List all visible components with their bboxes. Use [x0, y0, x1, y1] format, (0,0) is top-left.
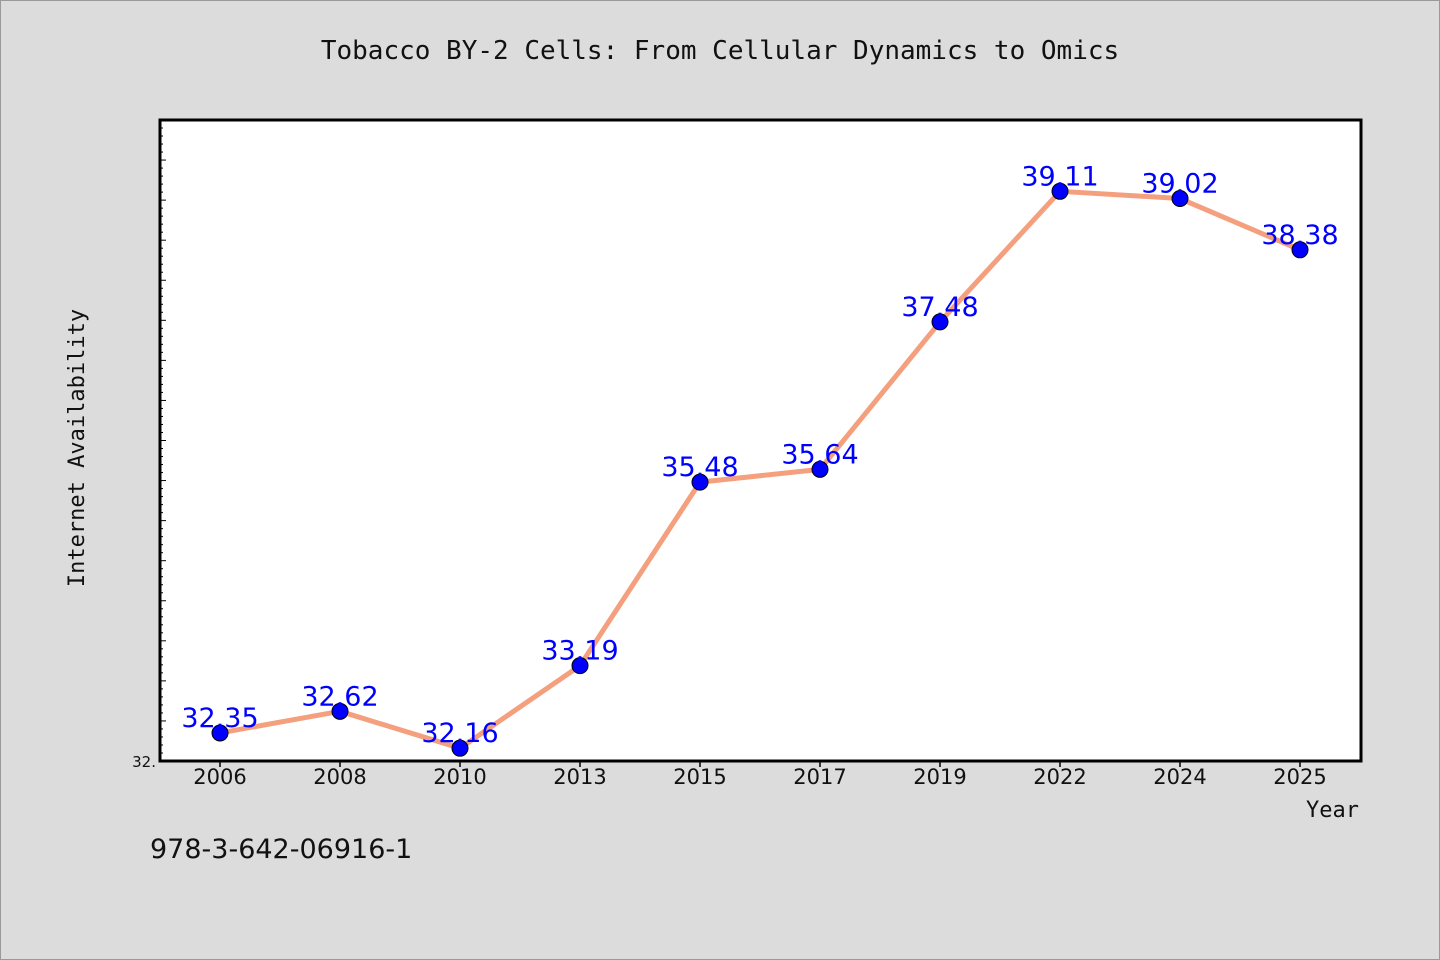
data-point: [451, 739, 469, 757]
x-tick-label: 2010: [433, 765, 486, 789]
x-axis-label: Year: [1306, 798, 1359, 823]
x-tick-label: 2025: [1273, 765, 1326, 789]
chart-title: Tobacco BY-2 Cells: From Cellular Dynami…: [320, 36, 1120, 66]
data-point: [211, 724, 229, 742]
data-label: 32.16: [421, 718, 498, 749]
x-tick-label: 2015: [673, 765, 726, 789]
data-point: [1171, 190, 1189, 208]
x-tick-label: 2013: [553, 765, 606, 789]
x-tick-label: 2024: [1153, 765, 1206, 789]
plot-area: [158, 118, 1363, 763]
data-point: [331, 702, 349, 720]
data-label: 35.48: [661, 452, 738, 483]
data-label: 37.48: [901, 292, 978, 323]
data-label: 32.35: [181, 703, 258, 734]
data-point: [931, 313, 949, 331]
data-label: 33.19: [541, 636, 618, 667]
data-label: 39.11: [1021, 161, 1098, 192]
series-markers: [211, 182, 1309, 757]
series-line: [217, 188, 1303, 751]
data-labels: 32.35 32.62 32.16 33.19 35.48 35.64 37.48 39.11…: [181, 161, 1338, 749]
x-tick-label: 2019: [913, 765, 966, 789]
x-tick-label: 2006: [193, 765, 246, 789]
y-axis-tick-labels: 32.: [132, 753, 156, 771]
y-axis-ticks: [160, 119, 166, 762]
data-point: [1051, 182, 1069, 200]
data-label: 38.38: [1261, 220, 1338, 251]
data-point: [571, 657, 589, 675]
x-axis-ticks: 2006 2008 2010 2013 2015 2017 2019 2022 2024 2025: [193, 761, 1327, 789]
data-label: 32.62: [301, 681, 378, 712]
data-point: [1291, 241, 1309, 259]
isbn-text: 978-3-642-06916-1: [150, 834, 413, 865]
x-tick-label: 2008: [313, 765, 366, 789]
data-label: 39.02: [1141, 169, 1218, 200]
x-tick-label: 2017: [793, 765, 846, 789]
y-axis-label: Internet Availability: [65, 309, 90, 587]
data-point: [811, 460, 829, 478]
x-tick-label: 2022: [1033, 765, 1086, 789]
data-label: 35.64: [781, 439, 858, 470]
data-point: [691, 473, 709, 491]
y-tick-label: 32.: [132, 753, 156, 771]
series-lines: [217, 188, 1303, 751]
